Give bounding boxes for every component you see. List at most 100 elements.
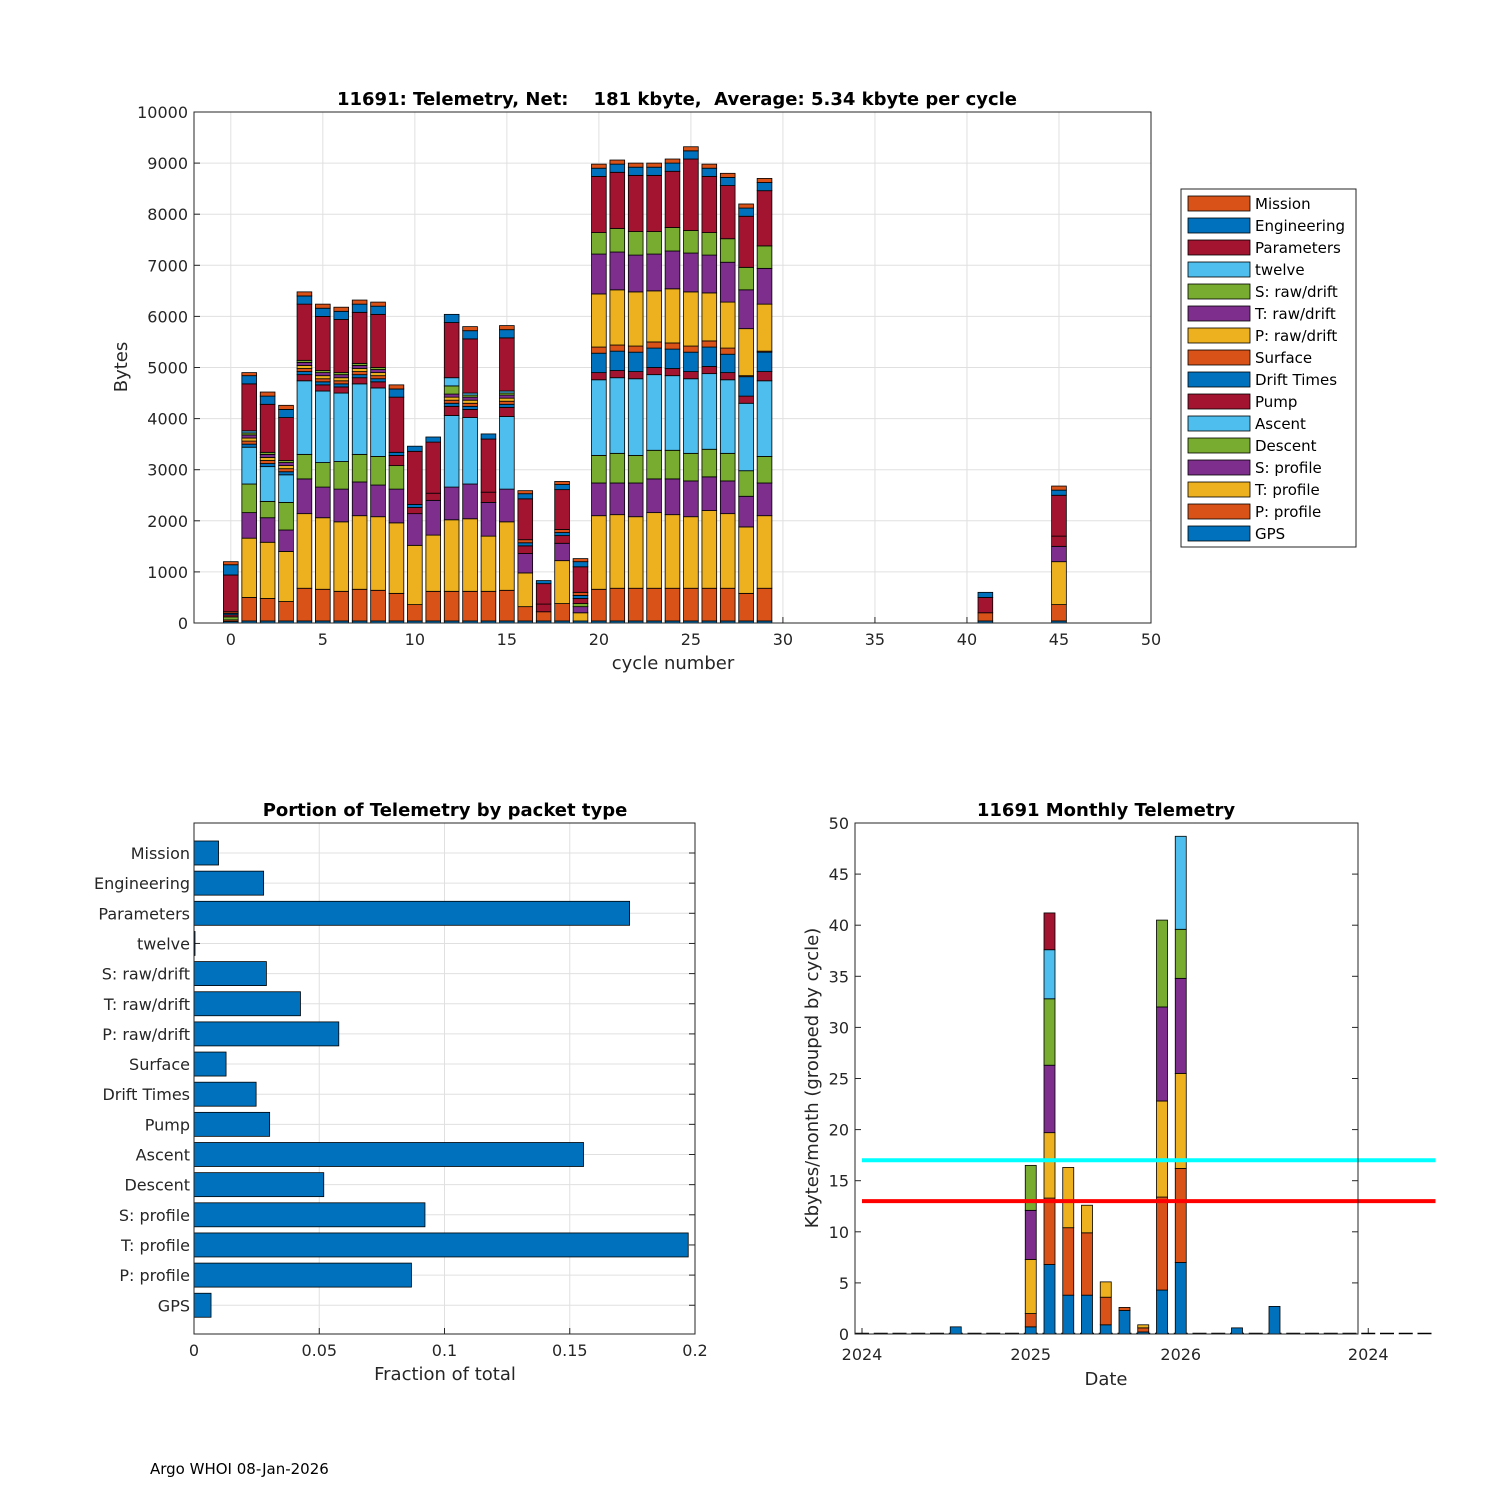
top-bar-segment (664, 368, 681, 377)
top-bar-segment (701, 587, 718, 622)
top-bar-segment (646, 162, 662, 168)
top-bar-segment (609, 171, 626, 229)
top-bar-segment (462, 409, 478, 418)
br-bar-segment (1043, 1264, 1056, 1335)
top-bar-segment (241, 597, 257, 622)
top-bar-segment (517, 606, 534, 622)
top-ytick-label: 10000 (137, 103, 188, 122)
top-bar-segment (296, 380, 313, 455)
top-chart-title: 11691: Telemetry, Net: 181 kbyte, Averag… (337, 89, 1017, 110)
br-bar-segment (1043, 998, 1056, 1066)
top-bar-segment (333, 380, 349, 385)
top-bar-segment (259, 395, 276, 405)
br-bar-segment (1099, 1281, 1112, 1298)
legend-entry: S: raw/drift (1255, 283, 1338, 301)
top-bar-segment (462, 590, 478, 622)
top-bar-segment (351, 299, 368, 305)
top-bar-segment (719, 172, 736, 178)
br-bar-segment (1118, 1307, 1131, 1311)
top-bar-segment (296, 513, 313, 589)
bl-chart-xlabel: Fraction of total (374, 1364, 516, 1385)
br-bar-segment (1268, 1306, 1281, 1335)
br-ytick-label: 5 (839, 1274, 849, 1293)
top-bar-segment (591, 232, 607, 255)
top-xtick-label: 30 (773, 630, 793, 649)
top-bar-segment (259, 598, 276, 622)
top-bar-segment (370, 456, 386, 486)
top-ytick-label: 9000 (147, 154, 188, 173)
top-bar-segment (627, 174, 644, 232)
top-bar-segment (333, 377, 349, 382)
top-bar-segment (609, 350, 626, 371)
top-bar-segment (296, 371, 313, 376)
top-bar-segment (462, 338, 478, 394)
top-bar-segment (664, 478, 681, 516)
top-bar-segment (572, 612, 589, 622)
bl-chart-title: Portion of Telemetry by packet type (263, 800, 628, 821)
top-bar-segment (664, 514, 681, 589)
legend-entry: T: profile (1254, 481, 1320, 499)
top-bar-segment (333, 306, 349, 312)
top-bar-segment (756, 351, 773, 372)
top-bar-segment (591, 482, 607, 517)
legend-entry: Surface (1255, 349, 1312, 367)
top-xtick-label: 5 (318, 630, 328, 649)
bl-bar (193, 1051, 227, 1077)
top-ytick-label: 8000 (147, 205, 188, 224)
top-bar-segment (480, 438, 497, 493)
top-bar-segment (627, 371, 644, 380)
top-bar-segment (719, 372, 736, 381)
top-bar-segment (664, 158, 681, 164)
top-axes-box (193, 111, 1152, 624)
top-bar-segment (443, 519, 460, 592)
top-bar-segment (333, 461, 349, 490)
bl-bar (193, 1081, 257, 1107)
top-bar-segment (443, 486, 460, 521)
top-bar-segment (719, 185, 736, 240)
top-bar-segment (351, 377, 368, 385)
top-ytick-label: 3000 (147, 461, 188, 480)
top-bar-segment (646, 347, 662, 368)
top-bar-segment (609, 587, 626, 622)
br-bar-segment (1024, 1313, 1037, 1328)
top-bar-segment (591, 372, 607, 381)
top-bar-segment (664, 587, 681, 622)
top-bar-segment (646, 253, 662, 292)
top-bar-segment (425, 441, 442, 494)
br-bar-segment (1024, 1209, 1037, 1260)
bl-category-label: twelve (137, 934, 190, 953)
top-bar-segment (756, 245, 773, 269)
bl-bar (193, 900, 631, 926)
top-bar-segment (407, 450, 423, 505)
top-bar-segment (259, 453, 276, 458)
br-bar-segment (1156, 919, 1168, 1008)
top-bar-segment (609, 452, 626, 484)
top-bar-segment (554, 529, 570, 533)
top-bar-segment (701, 254, 718, 294)
top-bar-segment (554, 481, 570, 485)
top-bar-segment (388, 454, 405, 467)
top-bar-segment (719, 480, 736, 515)
telemetry-per-cycle-chart: 11691: Telemetry, Net: 181 kbyte, Averag… (111, 89, 1161, 674)
top-bar-segment (462, 330, 478, 340)
br-bar-segment (1174, 928, 1187, 979)
top-bar-segment (278, 551, 294, 602)
top-bar-segment (443, 393, 460, 398)
top-bar-segment (241, 434, 257, 439)
top-bar-segment (315, 517, 331, 590)
top-bar-segment (738, 526, 754, 594)
top-bar-segment (351, 383, 368, 455)
top-bar-segment (609, 159, 626, 165)
top-bar-segment (241, 443, 257, 448)
br-ytick-label: 10 (829, 1223, 849, 1242)
br-bar-segment (1024, 1258, 1037, 1314)
top-bar-segment (351, 374, 368, 379)
top-bar-segment (241, 483, 257, 514)
top-bar-segment (407, 513, 423, 546)
top-bar-segment (407, 544, 423, 606)
legend-swatch (1187, 437, 1251, 454)
top-bar-segment (517, 572, 534, 608)
br-bar-segment (1099, 1296, 1112, 1326)
top-bar-segment (554, 532, 570, 537)
legend-swatch (1187, 459, 1251, 476)
